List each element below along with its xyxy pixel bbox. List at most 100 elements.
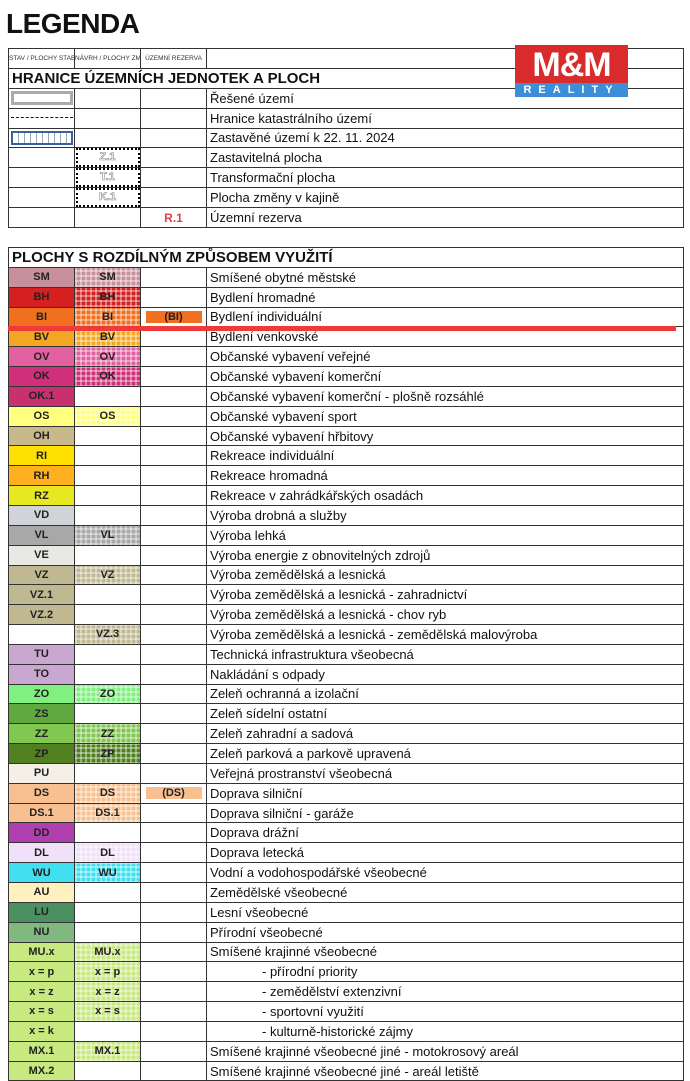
state-code: SM: [8, 266, 75, 288]
proposal-code: [74, 921, 141, 943]
reserve-code: [140, 465, 207, 487]
row-label: Zeleň ochranná a izolační: [206, 683, 684, 705]
state-code: BI: [8, 306, 75, 328]
state-code: RZ: [8, 485, 75, 506]
table-row: x = k - kulturně-historické zájmy: [8, 1020, 684, 1042]
row-label: Zemědělské všeobecné: [206, 882, 684, 903]
table-row: OV OV Občanské vybavení veřejné: [8, 346, 684, 368]
page-title: LEGENDA: [6, 8, 140, 39]
state-code: VZ.2: [8, 604, 75, 626]
row-label: Územní rezerva: [206, 207, 684, 229]
table-row: MX.1 MX.1 Smíšené krajinné všeobecné jiné …: [8, 1040, 684, 1062]
table-row: K.1 Plocha změny v kajině: [8, 187, 684, 209]
reserve-code: (DS): [140, 782, 207, 804]
state-code: PU: [8, 762, 75, 784]
column-header-proposal: NÁVRH / PLOCHY ZMĚN: [74, 48, 141, 69]
row-label: Doprava silniční - garáže: [206, 802, 684, 824]
state-code: VL: [8, 524, 75, 546]
reserve-code: [140, 524, 207, 546]
row-label: Zastavitelná plocha: [206, 147, 684, 169]
reserve-code: [140, 683, 207, 705]
state-code: AU: [8, 882, 75, 903]
proposal-code: OS: [74, 405, 141, 427]
reserve-code: [140, 286, 207, 308]
table-row: VZ VZ Výroba zemědělská a lesnická: [8, 564, 684, 586]
proposal-symbol: K.1: [75, 188, 140, 207]
state-code: VD: [8, 504, 75, 526]
reserve-cell: [140, 147, 207, 169]
proposal-code: [74, 425, 141, 447]
state-code: WU: [8, 862, 75, 883]
state-code: DL: [8, 842, 75, 864]
proposal-code: x = s: [74, 1001, 141, 1022]
row-label: Smíšené krajinné všeobecné: [206, 941, 684, 963]
table-row: SM SM Smíšené obytné městské: [8, 266, 684, 288]
reserve-cell: [140, 187, 207, 209]
reserve-code: [140, 901, 207, 923]
state-code: RH: [8, 465, 75, 487]
reserve-code: [140, 703, 207, 725]
proposal-cell: Z.1: [74, 147, 141, 169]
state-code: MX.1: [8, 1040, 75, 1062]
reserve-code: [140, 941, 207, 963]
state-code: VE: [8, 544, 75, 566]
state-code: DS: [8, 782, 75, 804]
table-row: NU Přírodní všeobecné: [8, 921, 684, 943]
row-label: Občanské vybavení komerční - plošně rozs…: [206, 385, 684, 407]
row-label: Výroba zemědělská a lesnická - zahradnic…: [206, 584, 684, 606]
boundaries-table: STAV / PLOCHY STABILIZOVANÉ NÁVRH / PLOC…: [8, 48, 684, 229]
proposal-cell: [74, 107, 141, 129]
row-label: Zeleň sídelní ostatní: [206, 703, 684, 725]
reserve-code: [140, 723, 207, 745]
proposal-code: BI: [74, 306, 141, 328]
table-row: OK.1 Občanské vybavení komerční - plošně …: [8, 385, 684, 407]
logo-top: M&M: [515, 45, 628, 84]
table-row: ZZ ZZ Zeleň zahradní a sadová: [8, 723, 684, 745]
reserve-cell: [140, 127, 207, 149]
reserve-code: [140, 604, 207, 626]
reserve-symbol: (DS): [145, 785, 202, 802]
table-row: Hranice katastrálního území: [8, 107, 684, 129]
proposal-code: x = p: [74, 961, 141, 983]
state-code: x = p: [8, 961, 75, 983]
table-row: VZ.3 Výroba zemědělská a lesnická - zeměd…: [8, 624, 684, 645]
state-code: LU: [8, 901, 75, 923]
proposal-code: [74, 1020, 141, 1042]
reserve-code: [140, 762, 207, 784]
state-code: NU: [8, 921, 75, 943]
table-row: LU Lesní všeobecné: [8, 901, 684, 923]
reserve-code: [140, 584, 207, 606]
reserve-cell: [140, 107, 207, 129]
table-row: TO Nakládání s odpady: [8, 663, 684, 685]
proposal-code: [74, 901, 141, 923]
table-row: DL DL Doprava letecká: [8, 842, 684, 864]
state-code: OH: [8, 425, 75, 447]
proposal-code: [74, 604, 141, 626]
mm-reality-logo: M&M REALITY: [515, 45, 628, 97]
table-row: RZ Rekreace v zahrádkářských osadách: [8, 485, 684, 506]
reserve-code: [140, 822, 207, 844]
row-label: Občanské vybavení komerční: [206, 366, 684, 387]
reserve-symbol: (BI): [145, 308, 202, 325]
table-row: BI BI (BI) Bydlení individuální: [8, 306, 684, 328]
row-label: Výroba zemědělská a lesnická - chov ryb: [206, 604, 684, 626]
row-label: - zemědělství extenzivní: [206, 981, 684, 1003]
proposal-code: OK: [74, 366, 141, 387]
proposal-code: [74, 584, 141, 606]
reserve-code: [140, 643, 207, 665]
table-row: Zastavěné území k 22. 11. 2024: [8, 127, 684, 149]
table-row: DD Doprava drážní: [8, 822, 684, 844]
row-label: Rekreace individuální: [206, 445, 684, 467]
proposal-code: [74, 1060, 141, 1081]
row-label: Občanské vybavení hřbitovy: [206, 425, 684, 447]
table-row: MU.x MU.x Smíšené krajinné všeobecné: [8, 941, 684, 963]
proposal-code: [74, 485, 141, 506]
row-label: Výroba drobná a služby: [206, 504, 684, 526]
proposal-code: [74, 703, 141, 725]
proposal-code: MU.x: [74, 941, 141, 963]
reserve-code: [140, 425, 207, 447]
built-area-icon: [10, 130, 73, 145]
proposal-code: ZZ: [74, 723, 141, 745]
table-row: OH Občanské vybavení hřbitovy: [8, 425, 684, 447]
proposal-code: [74, 762, 141, 784]
